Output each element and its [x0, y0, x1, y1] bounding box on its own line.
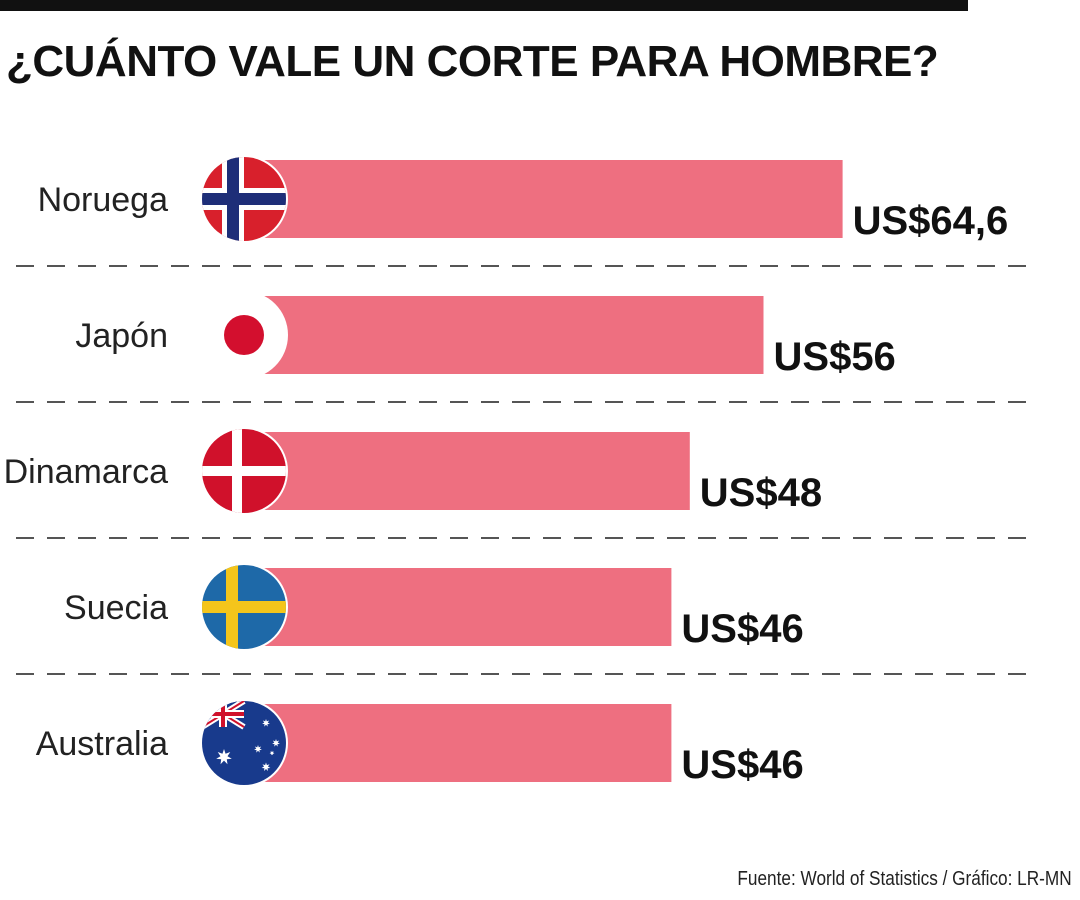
chart-title: ¿CUÁNTO VALE UN CORTE PARA HOMBRE?	[6, 37, 939, 86]
value-label: US$56	[774, 335, 896, 379]
value-label: US$48	[700, 471, 822, 515]
country-label: Japón	[75, 317, 168, 355]
country-label: Dinamarca	[4, 453, 168, 491]
value-label: US$46	[681, 607, 803, 651]
bar-dinamarca	[248, 432, 690, 510]
country-label: Noruega	[38, 181, 169, 219]
source-note: Fuente: World of Statistics / Gráfico: L…	[737, 868, 1072, 890]
bar-suecia	[248, 568, 672, 646]
norway-flag-icon	[200, 155, 288, 243]
country-label: Australia	[36, 725, 168, 763]
value-label: US$46	[681, 743, 803, 787]
value-label: US$64,6	[853, 199, 1009, 243]
country-label: Suecia	[64, 589, 168, 627]
bar-japón	[248, 296, 764, 374]
australia-flag-icon	[200, 699, 288, 787]
bar-noruega	[248, 160, 843, 238]
bar-australia	[248, 704, 672, 782]
denmark-flag-icon	[200, 427, 288, 515]
sweden-flag-icon	[200, 563, 288, 651]
japan-flag-icon	[200, 291, 288, 379]
top-rule	[0, 0, 968, 11]
